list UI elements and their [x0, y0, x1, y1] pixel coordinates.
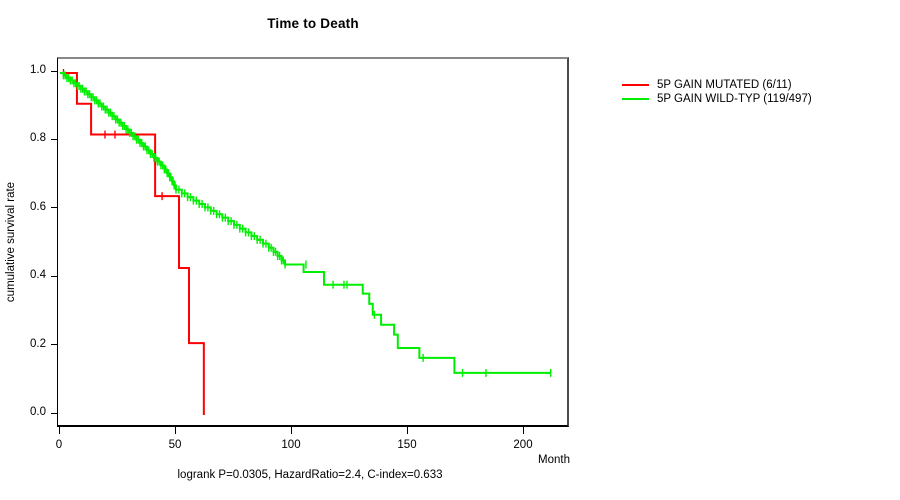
- survival-curves: [60, 69, 552, 415]
- x-tick: [406, 427, 408, 434]
- x-tick-label: 50: [168, 439, 182, 451]
- x-tick-label: 200: [513, 439, 533, 451]
- y-tick-label: 0.2: [30, 337, 46, 350]
- x-tick: [290, 427, 292, 434]
- x-tick: [174, 427, 176, 434]
- legend-item: 5P GAIN WILD-TYP (119/497): [622, 92, 812, 106]
- x-tick: [58, 427, 60, 434]
- legend: 5P GAIN MUTATED (6/11) 5P GAIN WILD-TYP (…: [622, 78, 812, 106]
- y-tick-label: 0.4: [30, 269, 46, 282]
- stats-footnote: logrank P=0.0305, HazardRatio=2.4, C-ind…: [177, 469, 443, 481]
- x-axis-title: Month: [538, 454, 570, 466]
- y-tick-label: 0.8: [30, 132, 46, 145]
- y-tick-label: 0.0: [30, 406, 46, 418]
- legend-item: 5P GAIN MUTATED (6/11): [622, 78, 812, 92]
- series-5p-gain-wild-typ-119-497-: [60, 71, 552, 377]
- legend-label: 5P GAIN WILD-TYP (119/497): [657, 93, 812, 105]
- x-tick-label: 100: [281, 439, 301, 451]
- y-tick: [51, 207, 57, 209]
- plot-area: [57, 57, 569, 427]
- chart-title: Time to Death: [267, 16, 359, 31]
- y-tick: [51, 412, 57, 414]
- series-5p-gain-mutated-6-11-: [60, 69, 205, 415]
- x-tick-label: 0: [55, 439, 63, 451]
- y-tick: [51, 275, 57, 277]
- y-tick-label: 0.6: [30, 200, 46, 213]
- legend-label: 5P GAIN MUTATED (6/11): [657, 79, 792, 91]
- y-tick-label: 1.0: [30, 64, 46, 76]
- y-tick: [51, 138, 57, 140]
- legend-line-swatch: [622, 83, 649, 87]
- y-tick: [51, 344, 57, 346]
- x-tick-label: 150: [397, 439, 417, 451]
- legend-line-swatch: [622, 97, 649, 101]
- x-tick: [522, 427, 524, 434]
- y-tick: [51, 70, 57, 72]
